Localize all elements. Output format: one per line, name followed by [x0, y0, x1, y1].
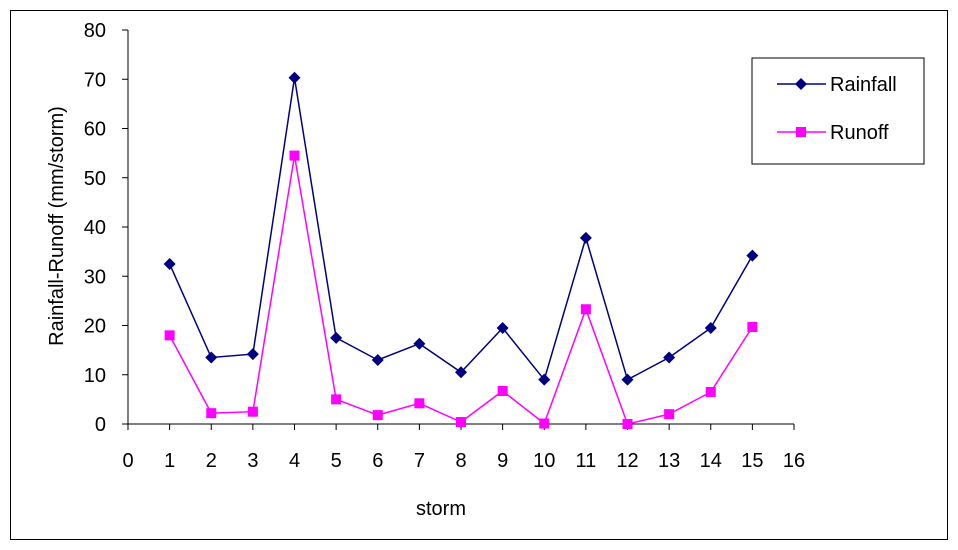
- rainfall-point: [246, 348, 259, 361]
- x-tick-label: 1: [164, 450, 175, 472]
- runoff-series: [164, 150, 758, 429]
- runoff-point: [497, 386, 508, 397]
- x-tick-label: 16: [783, 450, 805, 472]
- x-tick-label: 2: [206, 450, 217, 472]
- rainfall-point: [163, 257, 176, 270]
- y-tick-label: 70: [84, 69, 106, 91]
- legend-rainfall-label: Rainfall: [830, 74, 897, 96]
- y-tick-label: 40: [84, 217, 106, 239]
- series-layer: [163, 71, 759, 429]
- x-tick-label: 15: [741, 450, 763, 472]
- x-tick-label: 6: [372, 450, 383, 472]
- runoff-point: [539, 418, 550, 429]
- rainfall-point: [704, 321, 717, 334]
- x-tick-label: 8: [455, 450, 466, 472]
- y-tick-label: 10: [84, 365, 106, 387]
- legend-item-rainfall: Rainfall: [777, 74, 897, 96]
- y-tick-label: 0: [95, 414, 106, 436]
- runoff-point: [622, 419, 633, 429]
- x-tick-label: 12: [616, 450, 638, 472]
- rainfall-point: [538, 373, 551, 386]
- runoff-point: [747, 321, 758, 332]
- runoff-point: [580, 304, 591, 315]
- x-tick-label: 13: [658, 450, 680, 472]
- rainfall-point: [455, 366, 467, 379]
- rainfall-series: [163, 71, 759, 386]
- x-axis-title: storm: [416, 498, 466, 520]
- runoff-point: [414, 398, 425, 409]
- x-tick-label: 10: [533, 450, 555, 472]
- runoff-point: [664, 409, 675, 420]
- rainfall-point: [621, 373, 634, 386]
- rainfall-point: [746, 249, 759, 262]
- x-ticks: 0 1 2 3 4 5 6 7 8 9 10 11 12 13 14 15 16: [122, 424, 805, 472]
- legend-runoff-label: Runoff: [830, 122, 889, 144]
- rainfall-point: [496, 321, 509, 334]
- rainfall-line: [168, 77, 754, 382]
- rainfall-point: [413, 337, 426, 350]
- legend-items: Rainfall Runoff: [777, 74, 897, 144]
- runoff-point: [705, 386, 716, 397]
- rainfall-point: [371, 353, 384, 366]
- runoff-point: [372, 410, 383, 421]
- x-tick-label: 3: [247, 450, 258, 472]
- y-tick-label: 30: [84, 266, 106, 288]
- runoff-point: [456, 417, 466, 428]
- y-ticks: 0 10 20 30 40 50 60 70 80: [84, 20, 128, 436]
- legend: Rainfall Runoff: [751, 57, 925, 165]
- rainfall-point: [663, 351, 676, 364]
- runoff-point: [331, 394, 342, 405]
- runoff-point: [247, 406, 258, 417]
- x-tick-label: 0: [122, 450, 133, 472]
- y-axis-title: Rainfall-Runoff (mm/storm): [46, 106, 68, 346]
- runoff-line: [168, 155, 754, 425]
- rainfall-point: [330, 331, 343, 344]
- x-tick-label: 14: [700, 450, 722, 472]
- y-tick-label: 20: [84, 316, 106, 338]
- legend-rainfall-marker: [795, 78, 807, 90]
- x-tick-label: 9: [497, 450, 508, 472]
- runoff-point: [289, 150, 300, 161]
- x-tick-label: 7: [414, 450, 425, 472]
- y-tick-label: 50: [84, 168, 106, 190]
- x-tick-label: 4: [289, 450, 300, 472]
- x-tick-label: 11: [575, 450, 596, 472]
- y-tick-label: 60: [84, 119, 106, 141]
- runoff-point: [164, 330, 175, 341]
- rainfall-point: [205, 351, 218, 364]
- legend-box: [751, 57, 925, 165]
- runoff-point: [206, 408, 217, 419]
- legend-runoff-marker: [796, 127, 806, 137]
- rainfall-point: [579, 231, 592, 244]
- y-tick-label: 80: [84, 20, 106, 42]
- rainfall-point: [288, 71, 301, 84]
- x-tick-label: 5: [331, 450, 342, 472]
- chart-axes: [127, 30, 794, 425]
- legend-item-runoff: Runoff: [777, 122, 889, 144]
